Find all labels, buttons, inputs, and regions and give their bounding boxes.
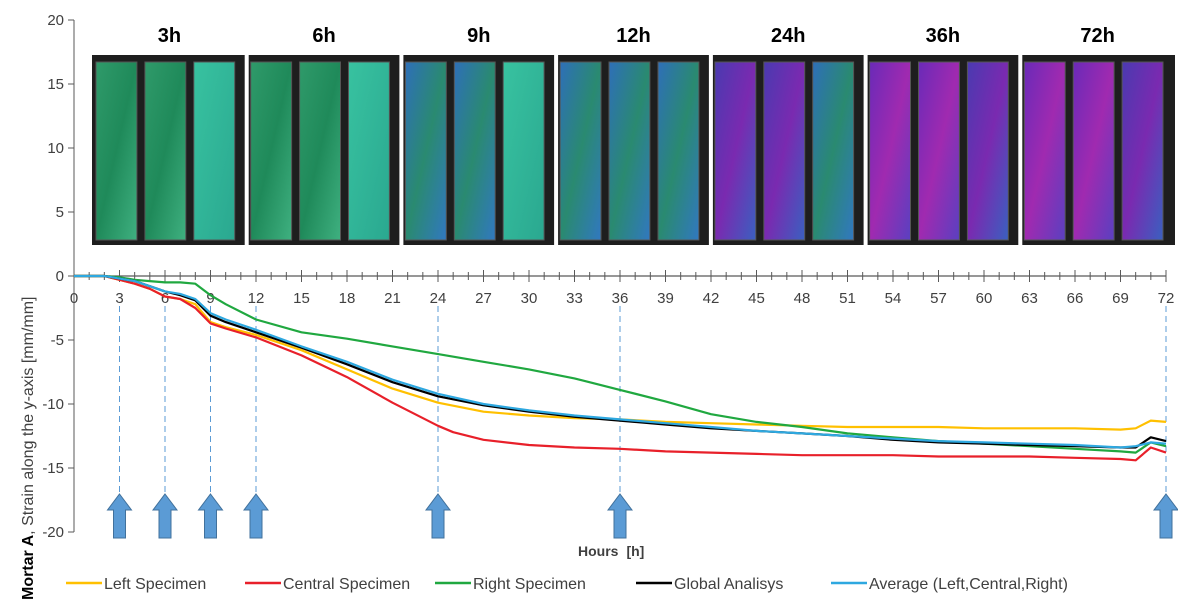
specimen-image	[95, 61, 138, 241]
specimen-image	[812, 61, 855, 241]
specimen-image	[966, 61, 1009, 241]
series-line	[74, 274, 1167, 449]
x-tick-label: 27	[475, 290, 492, 307]
image-divider	[1018, 55, 1023, 245]
x-axis-label: Hours [h]	[578, 543, 644, 559]
specimen-image	[299, 61, 342, 241]
y-tick-label: 5	[56, 204, 64, 221]
legend-entry-label: Average (Left,Central,Right)	[869, 576, 1068, 593]
up-arrow-icon	[152, 493, 178, 539]
image-time-label: 3h	[158, 25, 181, 47]
y-axis-label-bold: Mortar A	[20, 534, 37, 599]
y-tick-label: -10	[42, 396, 64, 413]
x-tick-label: 36	[612, 290, 629, 307]
y-tick-label: 15	[47, 76, 64, 93]
y-axis: 20 15 10 5 0 -5 -10 -15 -20	[42, 12, 75, 541]
specimen-image	[453, 61, 496, 241]
x-tick-label: 69	[1112, 290, 1129, 307]
specimen-image	[1072, 61, 1115, 241]
image-divider	[399, 55, 404, 245]
image-time-labels: 3h 6h 9h 12h 24h 36h 72h	[158, 25, 1115, 47]
series-lines	[74, 274, 1167, 462]
specimen-image	[714, 61, 757, 241]
y-axis-label: Mortar A, Strain along the y-axis [mm/mm…	[20, 297, 37, 599]
x-tick-label: 3	[115, 290, 123, 307]
x-tick-label: 72	[1158, 290, 1175, 307]
specimen-image	[608, 61, 651, 241]
up-arrow-icon	[106, 493, 133, 539]
x-tick-label: 45	[748, 290, 765, 307]
up-arrow-icon	[197, 493, 224, 539]
legend: Left Specimen Central Specimen Right Speci…	[66, 576, 1068, 593]
image-time-label: 24h	[771, 25, 805, 47]
x-tick-label: 51	[839, 290, 856, 307]
x-tick-label: 18	[339, 290, 356, 307]
specimen-image	[193, 61, 236, 241]
x-tick-label: 6	[161, 290, 169, 307]
specimen-image	[144, 61, 187, 241]
time-arrows	[106, 493, 1178, 539]
specimen-image	[918, 61, 960, 241]
specimen-image	[869, 61, 911, 241]
legend-entry-label: Global Analisys	[674, 576, 783, 593]
x-axis-label-unit: [h]	[626, 543, 644, 559]
time-guide-lines	[119, 306, 1167, 500]
y-tick-label: 20	[47, 12, 64, 29]
x-axis-label-main: Hours	[578, 543, 619, 559]
specimen-image	[348, 61, 390, 241]
up-arrow-icon	[425, 493, 451, 539]
image-time-label: 9h	[467, 25, 490, 47]
x-tick-label: 33	[566, 290, 583, 307]
specimen-image	[502, 61, 545, 241]
legend-entry-label: Right Specimen	[473, 576, 586, 593]
y-tick-label: -5	[51, 332, 64, 349]
image-time-label: 12h	[616, 25, 650, 47]
legend-entry-label: Left Specimen	[104, 576, 206, 593]
x-tick-label: 42	[703, 290, 720, 307]
up-arrow-icon	[243, 493, 269, 539]
x-tick-label: 30	[521, 290, 538, 307]
image-time-label: 72h	[1080, 25, 1114, 47]
x-tick-label: 48	[794, 290, 811, 307]
image-time-label: 36h	[926, 25, 960, 47]
y-tick-label: 0	[56, 268, 64, 285]
specimen-image	[1121, 61, 1164, 241]
x-tick-label: 39	[657, 290, 674, 307]
x-tick-label: 66	[1067, 290, 1084, 307]
x-tick-label: 9	[206, 290, 214, 307]
x-axis: 0 3 6 9 12 15 18 21 24 27 30 33 36 39 42 45 48 51 54 57 60 63…	[70, 270, 1175, 307]
legend-entry-label: Central Specimen	[283, 576, 410, 593]
specimen-image	[763, 61, 806, 241]
specimen-image-strip	[92, 55, 1175, 245]
y-tick-label: 10	[47, 140, 64, 157]
x-tick-label: 54	[885, 290, 902, 307]
x-tick-label: 57	[930, 290, 947, 307]
specimen-image	[657, 61, 700, 241]
series-line	[74, 274, 1167, 462]
x-tick-label: 21	[384, 290, 401, 307]
specimen-image	[1023, 61, 1066, 241]
x-tick-label: 24	[430, 290, 447, 307]
specimen-image	[404, 61, 447, 241]
image-time-label: 6h	[312, 25, 335, 47]
y-tick-label: -15	[42, 460, 64, 477]
x-tick-label: 60	[976, 290, 993, 307]
y-axis-label-rest: , Strain along the y-axis [mm/mm]	[20, 297, 37, 535]
x-tick-label: 0	[70, 290, 78, 307]
image-divider	[554, 55, 559, 245]
x-tick-label: 63	[1021, 290, 1038, 307]
specimen-image	[559, 61, 602, 241]
x-tick-label: 15	[293, 290, 310, 307]
x-tick-label: 12	[248, 290, 265, 307]
image-divider	[863, 55, 868, 245]
up-arrow-icon	[607, 493, 633, 539]
image-divider	[708, 55, 713, 245]
image-divider	[244, 55, 249, 245]
up-arrow-icon	[1153, 493, 1178, 539]
y-tick-label: -20	[42, 524, 64, 541]
specimen-image	[250, 61, 293, 241]
